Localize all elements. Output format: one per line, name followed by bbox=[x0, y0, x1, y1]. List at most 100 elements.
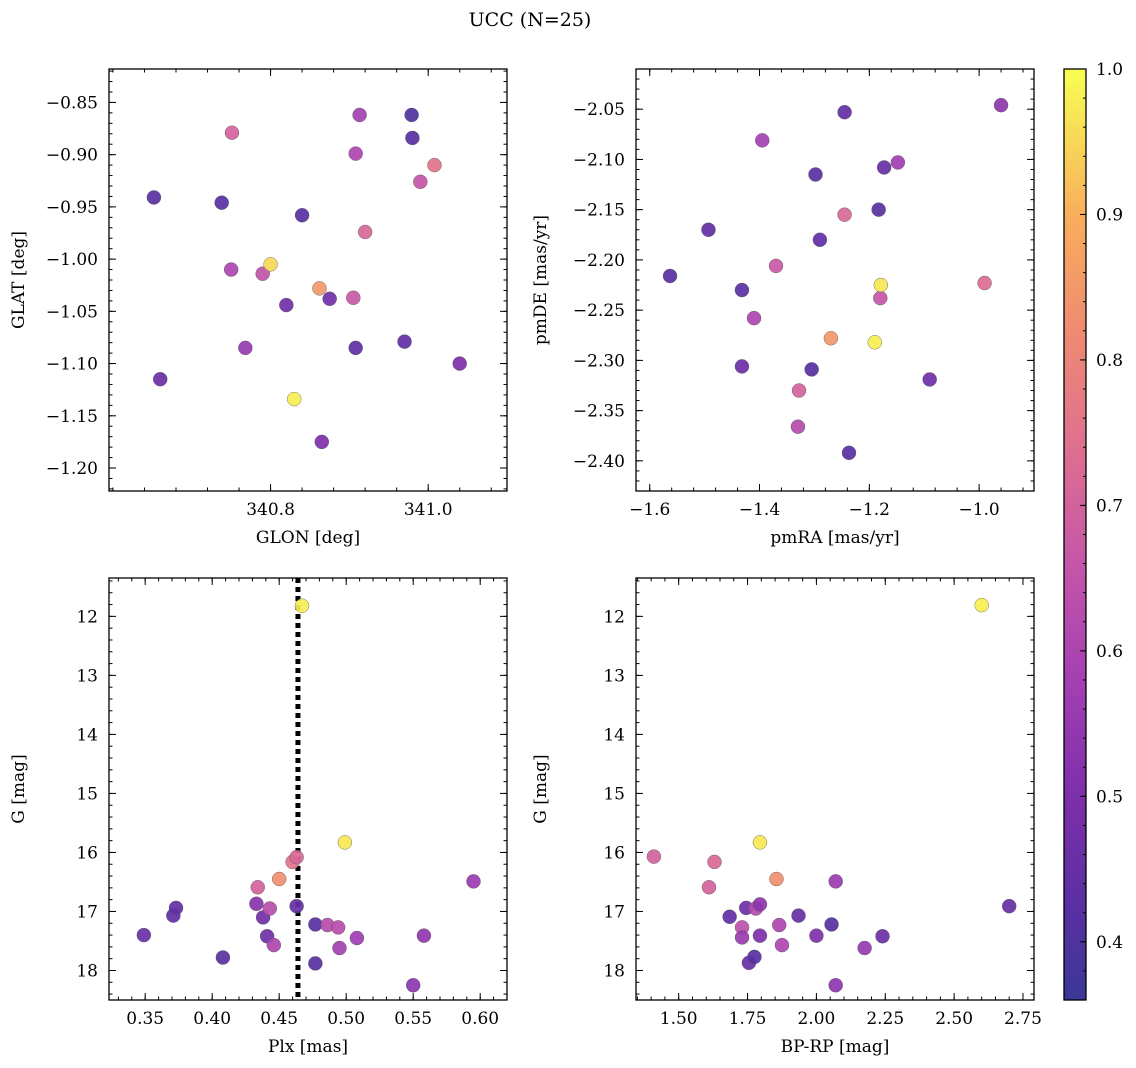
x-axis-label: pmRA [mas/yr] bbox=[770, 528, 899, 548]
points bbox=[136, 598, 481, 993]
y-tick-label: 12 bbox=[76, 607, 98, 627]
panel-pmra-pmde: −1.6 −1.4 −1.2 −1.0 −2.05 −2.10 −2.15 −2.20 −2.2… bbox=[531, 68, 1035, 548]
axes-frame bbox=[635, 68, 1035, 492]
data-point bbox=[922, 372, 937, 387]
data-point bbox=[875, 929, 890, 944]
data-point bbox=[348, 146, 363, 161]
y-tick-label: 15 bbox=[603, 784, 625, 804]
data-point bbox=[828, 978, 843, 993]
x-tick-label: 0.60 bbox=[461, 1009, 499, 1029]
x-tick-label: 340.8 bbox=[246, 500, 295, 520]
y-axis-label: G [mag] bbox=[9, 754, 29, 823]
data-point bbox=[873, 290, 888, 306]
x-tick-label: 0.55 bbox=[394, 1009, 432, 1029]
data-point bbox=[416, 928, 432, 943]
y-tick-label: −1.20 bbox=[46, 459, 98, 479]
y-tick-label: −2.30 bbox=[573, 351, 625, 371]
data-point bbox=[266, 937, 282, 953]
data-point bbox=[249, 896, 264, 911]
data-point bbox=[352, 107, 367, 123]
data-point bbox=[168, 900, 184, 916]
data-point bbox=[646, 849, 662, 864]
data-point bbox=[330, 920, 346, 935]
data-point bbox=[337, 835, 353, 850]
data-point bbox=[413, 174, 428, 190]
y-axis-label: pmDE [mas/yr] bbox=[531, 215, 551, 345]
colorbar-tick-label: 0.6 bbox=[1096, 642, 1123, 662]
data-point bbox=[867, 335, 882, 350]
y-tick-label: 16 bbox=[76, 843, 98, 863]
data-point bbox=[734, 359, 750, 374]
y-tick-label: 17 bbox=[603, 902, 625, 922]
data-point bbox=[146, 190, 162, 205]
y-tick-label: −2.15 bbox=[573, 201, 625, 221]
x-tick-label: 341.0 bbox=[404, 500, 453, 520]
data-point bbox=[405, 130, 420, 146]
x-tick-label: 0.50 bbox=[327, 1009, 365, 1029]
data-point bbox=[772, 917, 787, 933]
data-point bbox=[289, 898, 304, 914]
data-point bbox=[752, 897, 768, 912]
data-point bbox=[427, 157, 442, 173]
data-point bbox=[452, 356, 467, 371]
data-point bbox=[808, 167, 823, 182]
data-point bbox=[357, 224, 373, 240]
panels: 340.8 341.0 −0.85 −0.90 −0.95 −1.00 −1.05 −1.10… bbox=[9, 68, 1042, 1057]
data-point bbox=[287, 391, 302, 407]
panel-plx-g: 0.35 0.40 0.45 0.50 0.55 0.60 12 13 14 15 16 17 18 Pl… bbox=[9, 577, 508, 1057]
x-tick-label: 0.35 bbox=[126, 1009, 164, 1029]
colorbar-tick-label: 0.7 bbox=[1096, 496, 1123, 516]
data-point bbox=[262, 901, 278, 916]
x-tick-label: −1.2 bbox=[849, 500, 890, 520]
data-point bbox=[824, 917, 839, 932]
data-point bbox=[1002, 898, 1017, 914]
data-point bbox=[977, 275, 992, 291]
data-point bbox=[734, 282, 750, 298]
data-point bbox=[223, 262, 239, 277]
data-point bbox=[322, 291, 337, 307]
data-point bbox=[790, 419, 806, 434]
data-point bbox=[841, 445, 857, 461]
colorbar-tick-label: 1.0 bbox=[1096, 60, 1123, 80]
data-point bbox=[873, 277, 889, 293]
x-tick-label: 1.75 bbox=[729, 1009, 767, 1029]
data-point bbox=[238, 340, 253, 356]
data-point bbox=[746, 310, 762, 326]
data-point bbox=[397, 334, 412, 349]
y-tick-label: −2.05 bbox=[573, 100, 625, 120]
x-tick-label: −1.6 bbox=[629, 500, 670, 520]
data-point bbox=[857, 940, 872, 956]
data-point bbox=[215, 950, 231, 965]
data-point bbox=[871, 202, 886, 217]
data-point bbox=[734, 930, 750, 945]
y-tick-label: −1.00 bbox=[46, 250, 98, 270]
x-tick-label: 2.25 bbox=[866, 1009, 904, 1029]
points bbox=[662, 97, 1009, 461]
data-point bbox=[752, 928, 768, 943]
y-tick-label: 14 bbox=[603, 725, 625, 745]
data-point bbox=[153, 372, 168, 387]
data-point bbox=[348, 340, 363, 356]
y-tick-label: −2.35 bbox=[573, 402, 625, 422]
data-point bbox=[769, 871, 784, 887]
y-tick-label: 16 bbox=[603, 843, 625, 863]
data-point bbox=[250, 880, 265, 895]
colorbar-tick-label: 0.5 bbox=[1096, 787, 1123, 807]
data-point bbox=[890, 155, 906, 170]
data-point bbox=[312, 281, 327, 296]
y-tick-label: −1.15 bbox=[46, 407, 98, 427]
x-axis-label: BP-RP [mag] bbox=[781, 1037, 890, 1057]
x-tick-label: 2.50 bbox=[935, 1009, 973, 1029]
data-point bbox=[404, 107, 419, 123]
data-point bbox=[662, 268, 678, 284]
colorbar-tick-label: 0.8 bbox=[1096, 351, 1123, 371]
data-point bbox=[466, 874, 481, 889]
y-tick-label: −2.10 bbox=[573, 150, 625, 170]
points bbox=[146, 107, 467, 450]
y-tick-label: 13 bbox=[76, 666, 98, 686]
axes-frame bbox=[108, 68, 508, 492]
y-axis-label: G [mag] bbox=[531, 754, 551, 823]
data-point bbox=[214, 195, 229, 210]
x-tick-label: 1.50 bbox=[660, 1009, 698, 1029]
